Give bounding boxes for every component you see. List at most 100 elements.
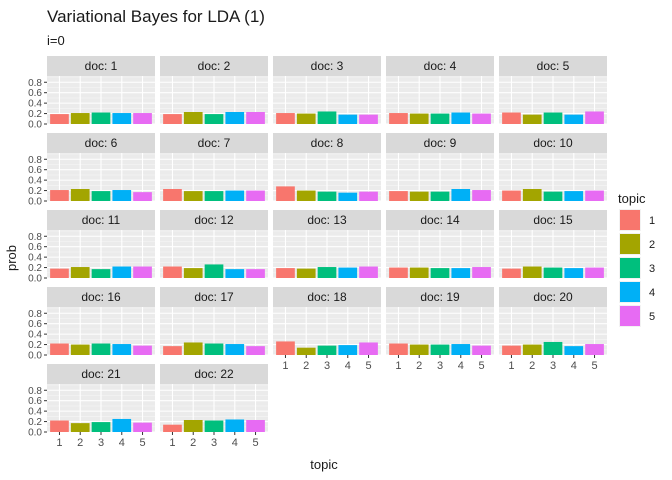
bar-doc18-topic4 [338,345,358,355]
bar-doc20-topic1 [502,345,521,355]
facet-strip [160,210,268,230]
facet-strip [160,364,268,384]
facet-strip [273,287,381,307]
facet-strip-label: doc: 19 [420,290,460,304]
y-tick-label: 0.8 [28,78,42,89]
x-tick-label: 3 [98,437,104,449]
x-tick-label: 5 [252,437,258,449]
bar-doc14-topic5 [472,267,491,278]
facet-panel: doc: 5 [499,56,607,125]
bar-doc4-topic2 [409,113,429,124]
bar-doc13-topic1 [276,268,295,278]
facet-strip [160,56,268,76]
bar-doc11-topic2 [70,267,90,278]
bar-doc6-topic3 [91,191,111,201]
bar-doc22-topic3 [204,420,224,432]
bar-doc2-topic4 [225,112,245,124]
facet-strip-label: doc: 2 [198,59,231,73]
facet-panel: doc: 10 [499,133,607,202]
y-tick-label: 0.4 [28,407,42,418]
bar-doc15-topic4 [564,268,584,278]
facet-strip [47,56,155,76]
bar-doc2-topic5 [246,112,265,124]
x-tick-label: 5 [478,360,484,372]
bar-doc5-topic3 [543,112,563,124]
legend-swatch-topic1 [620,210,640,230]
facet-strip-label: doc: 15 [533,213,573,227]
bar-doc20-topic4 [564,346,584,355]
bar-doc14-topic1 [389,267,408,278]
bar-doc18-topic3 [317,345,337,355]
y-tick-label: 0.6 [28,396,42,407]
facet-strip-label: doc: 8 [311,136,344,150]
legend-label: 1 [649,215,655,227]
y-tick-label: 0.8 [28,309,42,320]
bar-doc21-topic1 [50,420,69,432]
x-tick-label: 4 [345,360,351,372]
bar-doc21-topic4 [112,418,132,432]
legend-label: 3 [649,263,655,275]
legend-swatch-topic3 [620,258,640,278]
bar-doc19-topic2 [409,344,429,355]
bar-doc12-topic5 [246,269,265,278]
bar-doc12-topic3 [204,264,224,278]
facet-strip-label: doc: 7 [198,136,231,150]
y-tick-label: 0.2 [28,263,42,274]
bar-doc8-topic1 [276,186,295,201]
x-tick-label: 4 [232,437,238,449]
bar-doc7-topic2 [183,191,203,201]
bar-doc17-topic5 [246,346,265,355]
bar-doc8-topic3 [317,191,337,201]
bar-doc10-topic3 [543,191,563,201]
facet-strip [160,133,268,153]
y-tick-label: 0.6 [28,88,42,99]
bar-doc14-topic4 [451,268,471,278]
x-tick-label: 3 [211,437,217,449]
facet-strip [499,133,607,153]
x-tick-label: 1 [282,360,288,372]
y-tick-label: 0.2 [28,417,42,428]
y-tick-label: 0.0 [28,197,42,208]
x-tick-label: 2 [303,360,309,372]
x-tick-label: 1 [169,437,175,449]
bar-doc16-topic5 [133,345,152,355]
bar-doc9-topic1 [389,191,408,201]
x-tick-label: 3 [550,360,556,372]
bar-doc19-topic1 [389,343,408,355]
facet-strip-label: doc: 12 [194,213,234,227]
facet-panel: doc: 15 [499,210,607,279]
facet-panel: doc: 17 [160,287,268,356]
facet-strip-label: doc: 5 [537,59,570,73]
bar-doc7-topic1 [163,189,182,201]
bar-doc9-topic3 [430,191,450,201]
bar-doc17-topic1 [163,346,182,355]
bar-doc9-topic2 [409,191,429,201]
bar-doc21-topic2 [70,423,90,432]
y-tick-label: 0.8 [28,386,42,397]
bar-doc4-topic1 [389,113,408,124]
x-tick-label: 4 [119,437,125,449]
facet-strip [273,210,381,230]
y-tick-label: 0.4 [28,99,42,110]
bar-doc17-topic4 [225,344,245,355]
bar-doc16-topic1 [50,343,69,355]
x-tick-label: 2 [77,437,83,449]
bar-doc17-topic3 [204,343,224,355]
bar-doc22-topic1 [163,424,182,432]
facet-panel: doc: 4 [386,56,494,125]
bar-doc6-topic4 [112,190,132,201]
bar-doc19-topic3 [430,344,450,355]
bar-doc3-topic3 [317,111,337,124]
bar-doc20-topic3 [543,341,563,355]
y-tick-label: 0.6 [28,165,42,176]
bar-doc12-topic1 [163,266,182,278]
bar-doc6-topic5 [133,192,152,201]
bar-doc22-topic2 [183,420,203,432]
facet-panel: doc: 2 [160,56,268,125]
facet-panel: doc: 19 1 2 3 4 5 [386,287,494,372]
bar-doc7-topic4 [225,190,245,201]
bar-doc3-topic4 [338,114,358,124]
bar-doc6-topic1 [50,190,69,201]
facet-panel: doc: 9 [386,133,494,202]
x-tick-label: 5 [365,360,371,372]
